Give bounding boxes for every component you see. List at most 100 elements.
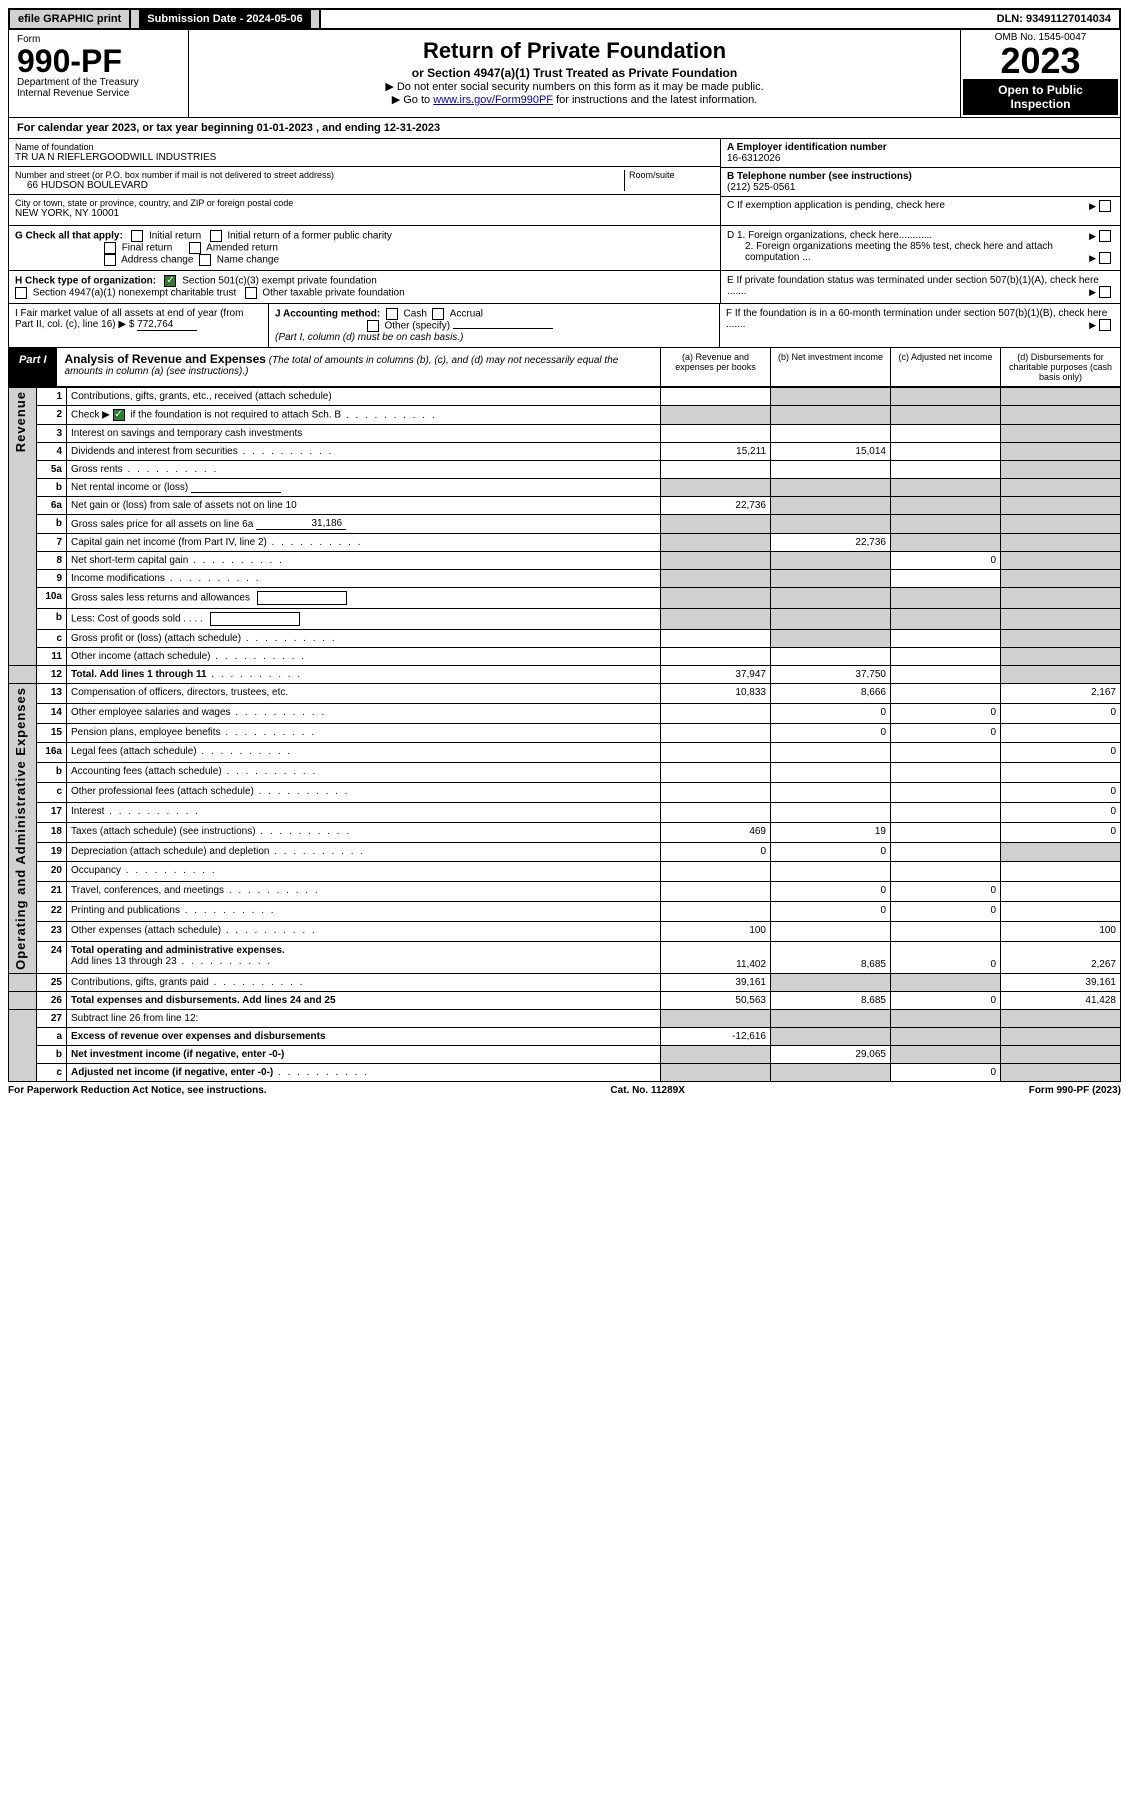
i-value: 772,764 (137, 319, 197, 331)
g-addr-change-checkbox[interactable] (104, 254, 116, 266)
table-row: 25 Contributions, gifts, grants paid 39,… (9, 973, 1121, 991)
line-desc: Gross rents (67, 461, 661, 479)
g-initial-former-checkbox[interactable] (210, 230, 222, 242)
efile-print-button[interactable]: efile GRAPHIC print (10, 10, 131, 28)
inline-input[interactable] (191, 492, 281, 493)
street-address: 66 HUDSON BOULEVARD (15, 180, 624, 191)
inline-input[interactable] (257, 591, 347, 605)
table-row: Revenue 1 Contributions, gifts, grants, … (9, 388, 1121, 406)
cell-value: 0 (1001, 743, 1121, 763)
h-501c3-label: Section 501(c)(3) exempt private foundat… (182, 276, 377, 287)
cell-value: 8,685 (771, 991, 891, 1009)
ln: 23 (37, 921, 67, 941)
table-row: 24 Total operating and administrative ex… (9, 941, 1121, 973)
inline-input[interactable] (210, 612, 300, 626)
ein-cell: A Employer identification number 16-6312… (721, 139, 1120, 168)
line-desc: Net rental income or (loss) (67, 479, 661, 497)
line-desc: Total. Add lines 1 through 11 (67, 666, 661, 684)
h-other-checkbox[interactable] (245, 287, 257, 299)
line-desc: Total operating and administrative expen… (67, 941, 661, 973)
ln: b (37, 1045, 67, 1063)
form-title: Return of Private Foundation (195, 38, 954, 64)
arrow-icon (1089, 201, 1096, 212)
ln: 18 (37, 822, 67, 842)
g-d-row: G Check all that apply: Initial return I… (8, 226, 1121, 271)
table-row: 21 Travel, conferences, and meetings 00 (9, 882, 1121, 902)
ein-label: A Employer identification number (727, 142, 1114, 153)
table-row: c Adjusted net income (if negative, ente… (9, 1063, 1121, 1081)
c-checkbox[interactable] (1099, 200, 1111, 212)
ln: 8 (37, 552, 67, 570)
desc-text: Gross sales less returns and allowances (71, 593, 250, 604)
f-checkbox[interactable] (1099, 319, 1111, 331)
h-other-label: Other taxable private foundation (262, 288, 404, 299)
ln: 2 (37, 406, 67, 425)
g-name-change-checkbox[interactable] (199, 254, 211, 266)
c-label: C If exemption application is pending, c… (727, 200, 945, 211)
h-4947-checkbox[interactable] (15, 287, 27, 299)
line-desc: Contributions, gifts, grants paid (67, 973, 661, 991)
d1-label: D 1. Foreign organizations, check here..… (727, 230, 932, 241)
arrow-icon (1089, 287, 1096, 298)
h-501c3-checkbox[interactable] (164, 275, 176, 287)
table-row: 10a Gross sales less returns and allowan… (9, 588, 1121, 609)
line-desc: Net investment income (if negative, ente… (67, 1045, 661, 1063)
desc-text: Printing and publications (71, 905, 180, 916)
ln: 1 (37, 388, 67, 406)
table-row: 11 Other income (attach schedule) (9, 648, 1121, 666)
e-checkbox[interactable] (1099, 286, 1111, 298)
table-row: b Net investment income (if negative, en… (9, 1045, 1121, 1063)
j-cash-checkbox[interactable] (386, 308, 398, 320)
desc-text: Pension plans, employee benefits (71, 727, 221, 738)
cell-value: 0 (771, 902, 891, 922)
desc-text: Gross sales price for all assets on line… (71, 519, 253, 530)
table-row: b Gross sales price for all assets on li… (9, 515, 1121, 534)
ln: c (37, 1063, 67, 1081)
part1-title-cell: Analysis of Revenue and Expenses (The to… (57, 348, 660, 386)
ln: 27 (37, 1009, 67, 1027)
cell-value: 0 (891, 941, 1001, 973)
line-desc: Pension plans, employee benefits (67, 723, 661, 743)
g-initial-checkbox[interactable] (131, 230, 143, 242)
table-row: 12 Total. Add lines 1 through 11 37,9473… (9, 666, 1121, 684)
form-header: Form 990-PF Department of the Treasury I… (8, 30, 1121, 118)
j-other-checkbox[interactable] (367, 320, 379, 332)
ln: 6a (37, 497, 67, 515)
revenue-vtext: Revenue (13, 391, 28, 452)
revenue-vlabel: Revenue (9, 388, 37, 666)
table-row: 22 Printing and publications 00 (9, 902, 1121, 922)
desc-text: Capital gain net income (from Part IV, l… (71, 537, 267, 548)
desc-text: Total. Add lines 1 through 11 (71, 669, 207, 680)
desc-text: Other income (attach schedule) (71, 651, 211, 662)
paperwork-notice: For Paperwork Reduction Act Notice, see … (8, 1085, 267, 1096)
foundation-name: TR UA N RIEFLERGOODWILL INDUSTRIES (15, 152, 714, 163)
irs-link[interactable]: www.irs.gov/Form990PF (433, 94, 553, 106)
j-other-input[interactable] (453, 328, 553, 329)
desc-text: Occupancy (71, 865, 121, 876)
ln: 7 (37, 534, 67, 552)
g-amended-checkbox[interactable] (189, 242, 201, 254)
line-desc: Capital gain net income (from Part IV, l… (67, 534, 661, 552)
cell-value: 0 (771, 842, 891, 862)
d2-checkbox[interactable] (1099, 252, 1111, 264)
cell-value: 37,947 (661, 666, 771, 684)
phone-cell: B Telephone number (see instructions) (2… (721, 168, 1120, 197)
ln: c (37, 783, 67, 803)
j-accrual-checkbox[interactable] (432, 308, 444, 320)
ln: 19 (37, 842, 67, 862)
j-cash-label: Cash (404, 309, 427, 320)
submission-date: Submission Date - 2024-05-06 (131, 10, 320, 28)
line-desc: Excess of revenue over expenses and disb… (67, 1027, 661, 1045)
arrow-icon (1089, 253, 1096, 264)
line-desc: Legal fees (attach schedule) (67, 743, 661, 763)
schb-checkbox[interactable] (113, 409, 125, 421)
ln: 20 (37, 862, 67, 882)
cell-value: 10,833 (661, 684, 771, 704)
table-row: 17 Interest 0 (9, 802, 1121, 822)
table-row: b Less: Cost of goods sold . . . . (9, 609, 1121, 630)
g-final-checkbox[interactable] (104, 242, 116, 254)
city-label: City or town, state or province, country… (15, 198, 714, 208)
i-j-f-row: I Fair market value of all assets at end… (8, 304, 1121, 348)
d1-checkbox[interactable] (1099, 230, 1111, 242)
desc-text: Contributions, gifts, grants paid (71, 977, 209, 988)
